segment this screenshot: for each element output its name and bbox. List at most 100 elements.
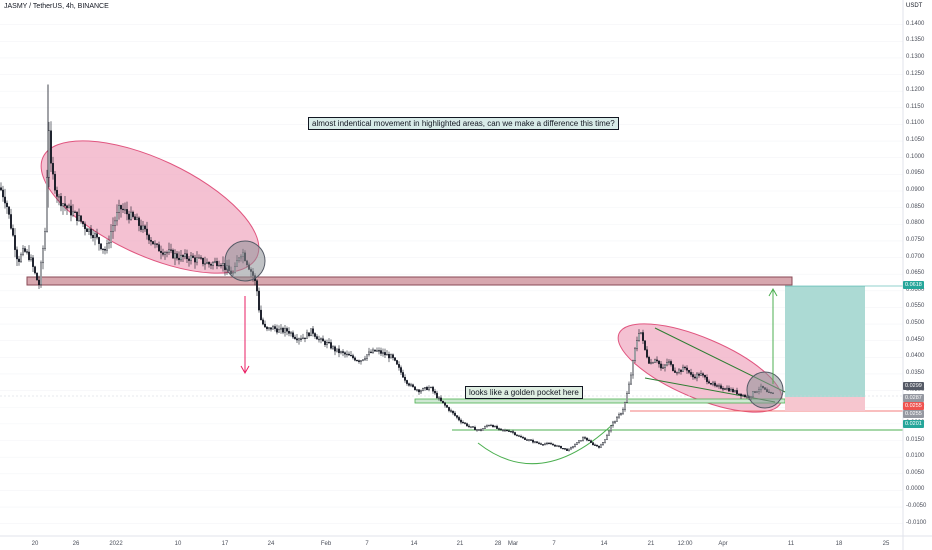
candle-body	[198, 258, 199, 259]
candle-body	[712, 383, 713, 384]
candle-body	[296, 339, 297, 340]
up-arrow[interactable]	[769, 289, 777, 384]
candle-body	[172, 250, 173, 258]
candle-body	[146, 229, 147, 235]
candle-body	[580, 440, 581, 441]
candle-body	[262, 320, 263, 324]
candle-body	[682, 367, 683, 371]
time-axis-tick: Mar	[508, 541, 518, 547]
candle-body	[182, 255, 183, 257]
candle-body	[276, 329, 277, 333]
price-axis-tick: 0.0100	[906, 453, 924, 459]
candle-body	[220, 265, 221, 266]
candle-body	[362, 360, 363, 361]
candle-body	[730, 389, 731, 391]
candle-body	[502, 430, 503, 431]
candle-body	[124, 209, 125, 210]
candle-body	[2, 190, 3, 197]
candle-body	[724, 389, 725, 390]
candle-body	[360, 361, 361, 362]
annotation-pocket[interactable]: looks like a golden pocket here	[465, 386, 583, 399]
candle-body	[644, 341, 645, 350]
candle-body	[66, 206, 67, 208]
candle-body	[708, 382, 709, 384]
candle-body	[444, 403, 445, 406]
candle-body	[454, 413, 455, 415]
price-axis-tick: 0.0900	[906, 187, 924, 193]
candle-body	[136, 218, 137, 220]
time-axis-tick: 18	[836, 541, 843, 547]
candle-body	[116, 212, 117, 221]
candle-body	[72, 212, 73, 215]
candle-body	[16, 250, 17, 259]
candle-body	[428, 387, 429, 389]
candle-body	[312, 329, 313, 334]
candle-body	[706, 377, 707, 381]
candle-body	[646, 350, 647, 357]
candle-body	[666, 362, 667, 365]
candle-body	[366, 355, 367, 359]
time-axis-tick: 17	[222, 541, 229, 547]
annotation-top[interactable]: almost indentical movement in highlighte…	[308, 117, 619, 130]
candle-body	[552, 444, 553, 445]
candle-body	[106, 244, 107, 251]
target-zone[interactable]	[785, 286, 865, 397]
candle-body	[508, 431, 509, 432]
consolidation-circle-second[interactable]	[747, 372, 783, 408]
candle-body	[352, 356, 353, 358]
time-axis-tick: Feb	[321, 541, 331, 547]
candle-body	[284, 328, 285, 332]
candle-body	[62, 204, 63, 206]
candle-body	[70, 206, 71, 215]
candle-body	[200, 258, 201, 259]
candle-body	[30, 258, 31, 260]
candle-body	[392, 355, 393, 358]
candle-body	[36, 273, 37, 280]
candle-body	[690, 372, 691, 374]
golden-pocket-zone[interactable]	[415, 399, 785, 403]
candle-body	[578, 441, 579, 443]
symbol-title[interactable]: JASMY / TetherUS, 4h, BINANCE	[4, 3, 109, 10]
time-axis-tick: 25	[883, 541, 890, 547]
candle-body	[368, 352, 369, 355]
time-axis-tick: 28	[495, 541, 502, 547]
candle-body	[384, 352, 385, 355]
candle-body	[98, 237, 99, 243]
candle-body	[28, 252, 29, 260]
candle-body	[472, 427, 473, 428]
candle-body	[448, 407, 449, 410]
candle-body	[438, 398, 439, 399]
candle-body	[526, 440, 527, 441]
candle-body	[544, 444, 545, 445]
stop-zone[interactable]	[785, 397, 865, 411]
candle-body	[492, 425, 493, 427]
candle-body	[338, 349, 339, 353]
candle-body	[100, 244, 101, 249]
candle-body	[612, 422, 613, 426]
candle-body	[58, 196, 59, 197]
candle-body	[516, 435, 517, 436]
candle-body	[476, 430, 477, 431]
candle-body	[122, 209, 123, 210]
candle-body	[308, 333, 309, 336]
candle-body	[310, 329, 311, 336]
candle-body	[676, 372, 677, 373]
candle-body	[522, 437, 523, 438]
consolidation-circle-first[interactable]	[225, 241, 265, 281]
candle-body	[286, 328, 287, 331]
candle-body	[518, 436, 519, 437]
candle-body	[134, 217, 135, 220]
candle-body	[340, 352, 341, 353]
candle-body	[370, 352, 371, 353]
candle-body	[662, 368, 663, 369]
candle-body	[152, 241, 153, 244]
candle-body	[504, 430, 505, 431]
candle-body	[548, 443, 549, 444]
resistance-zone[interactable]	[27, 277, 792, 285]
candle-body	[510, 431, 511, 432]
candle-body	[4, 197, 5, 203]
candle-body	[658, 361, 659, 364]
candle-body	[140, 226, 141, 230]
candle-body	[190, 256, 191, 261]
